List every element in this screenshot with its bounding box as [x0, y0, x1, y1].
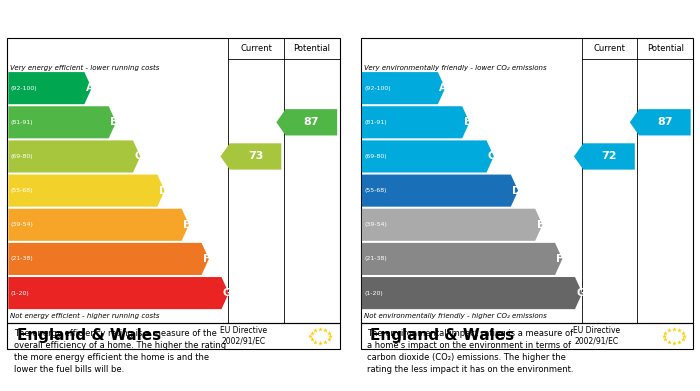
Text: (92-100): (92-100) [365, 86, 391, 91]
Text: (81-91): (81-91) [365, 120, 387, 125]
Text: Very environmentally friendly - lower CO₂ emissions: Very environmentally friendly - lower CO… [364, 65, 547, 71]
Polygon shape [276, 109, 337, 135]
Polygon shape [574, 143, 635, 170]
Polygon shape [362, 209, 542, 241]
Text: Very energy efficient - lower running costs: Very energy efficient - lower running co… [10, 65, 160, 71]
Polygon shape [8, 209, 189, 241]
Text: G: G [576, 288, 584, 298]
Text: The energy efficiency rating is a measure of the
overall efficiency of a home. T: The energy efficiency rating is a measur… [14, 329, 226, 374]
Polygon shape [362, 174, 518, 207]
Text: (55-68): (55-68) [11, 188, 34, 193]
Text: A: A [85, 83, 94, 93]
Text: (21-38): (21-38) [365, 256, 387, 262]
Text: The environmental impact rating is a measure of
a home's impact on the environme: The environmental impact rating is a mea… [367, 329, 574, 374]
Text: B: B [110, 117, 118, 127]
Polygon shape [362, 140, 494, 172]
Text: EU Directive
2002/91/EC: EU Directive 2002/91/EC [573, 326, 620, 346]
Polygon shape [362, 72, 445, 104]
Text: Not environmentally friendly - higher CO₂ emissions: Not environmentally friendly - higher CO… [364, 313, 547, 319]
Text: 87: 87 [657, 117, 673, 127]
Text: B: B [463, 117, 472, 127]
Text: C: C [134, 151, 142, 161]
Text: (1-20): (1-20) [365, 291, 383, 296]
Text: C: C [488, 151, 496, 161]
Text: (69-80): (69-80) [11, 154, 34, 159]
Text: (92-100): (92-100) [11, 86, 38, 91]
Text: (39-54): (39-54) [11, 222, 34, 227]
Text: 87: 87 [304, 117, 319, 127]
Text: England & Wales: England & Wales [370, 328, 514, 343]
Text: E: E [536, 220, 544, 230]
Text: (21-38): (21-38) [11, 256, 34, 262]
Text: (1-20): (1-20) [11, 291, 29, 296]
Text: E: E [183, 220, 190, 230]
Text: Environmental Impact (CO₂) Rating: Environmental Impact (CO₂) Rating [367, 16, 599, 29]
Polygon shape [362, 277, 582, 309]
Text: D: D [159, 186, 167, 196]
Text: Current: Current [240, 44, 272, 53]
Text: G: G [223, 288, 231, 298]
Text: F: F [556, 254, 564, 264]
Text: (69-80): (69-80) [365, 154, 387, 159]
Text: Energy Efficiency Rating: Energy Efficiency Rating [14, 16, 176, 29]
Polygon shape [8, 277, 229, 309]
Text: (81-91): (81-91) [11, 120, 34, 125]
Text: F: F [203, 254, 210, 264]
Text: A: A [439, 83, 447, 93]
Text: 73: 73 [248, 151, 263, 161]
Text: (55-68): (55-68) [365, 188, 387, 193]
Text: EU Directive
2002/91/EC: EU Directive 2002/91/EC [220, 326, 267, 346]
Text: Potential: Potential [293, 44, 330, 53]
Text: 72: 72 [601, 151, 617, 161]
Text: Not energy efficient - higher running costs: Not energy efficient - higher running co… [10, 313, 160, 319]
Text: D: D [512, 186, 521, 196]
Polygon shape [8, 243, 209, 275]
Polygon shape [362, 106, 470, 138]
Text: England & Wales: England & Wales [17, 328, 161, 343]
Polygon shape [220, 143, 281, 170]
Polygon shape [8, 140, 140, 172]
Polygon shape [630, 109, 691, 135]
Text: Current: Current [594, 44, 626, 53]
Polygon shape [362, 243, 562, 275]
Polygon shape [8, 174, 164, 207]
Polygon shape [8, 106, 116, 138]
Text: (39-54): (39-54) [365, 222, 387, 227]
Polygon shape [8, 72, 92, 104]
Text: Potential: Potential [647, 44, 684, 53]
